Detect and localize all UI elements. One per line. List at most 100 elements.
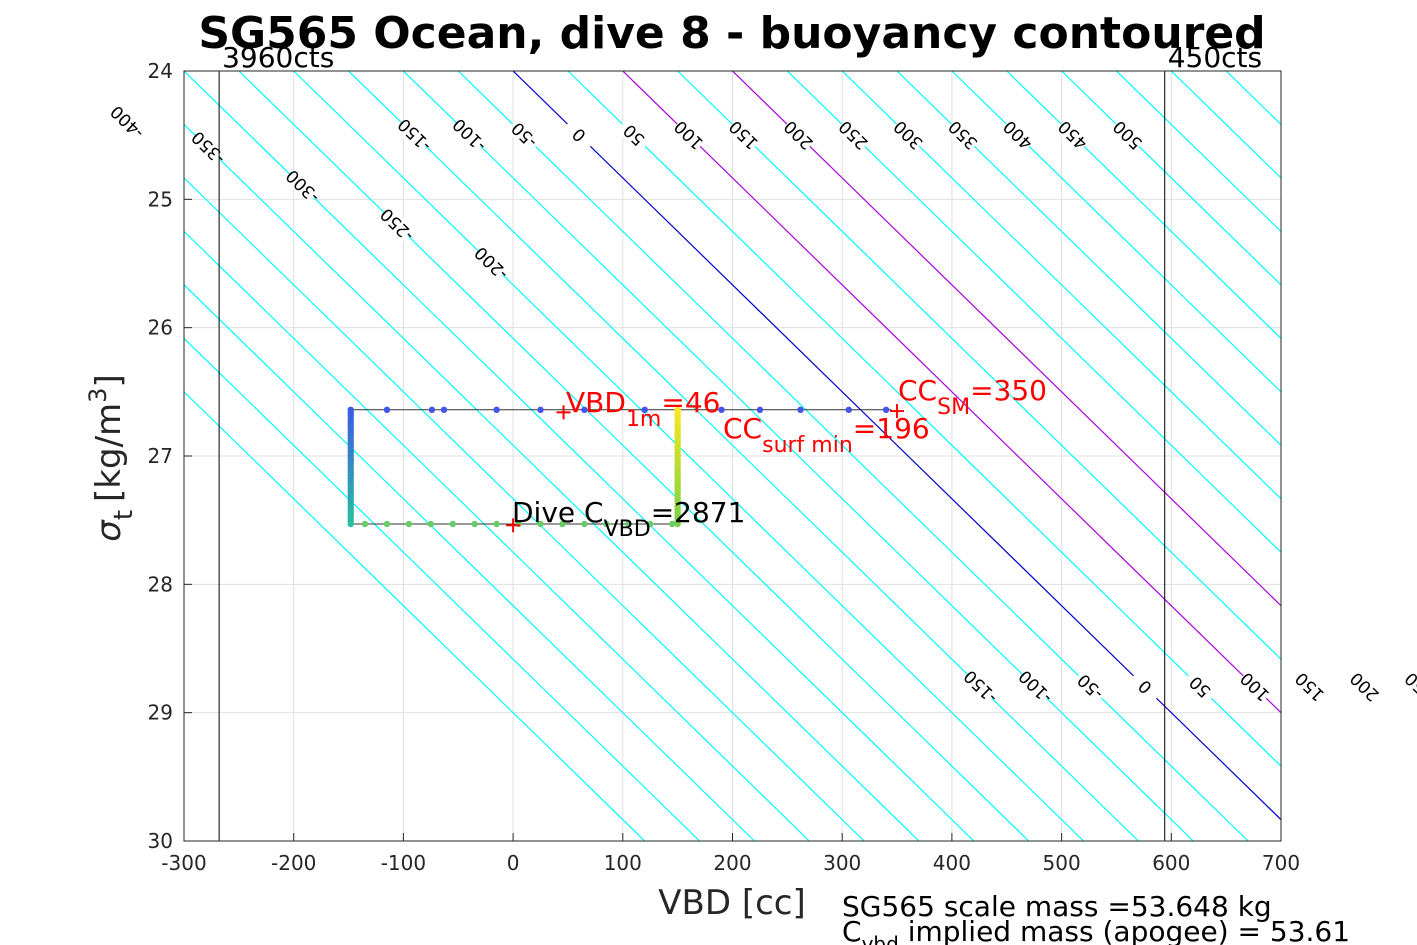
annotation-vbd1m: VBD1m=46 (566, 386, 720, 432)
implied-mass-main: C (842, 915, 862, 945)
contour-line--350 (184, 123, 920, 841)
profile-top-point (383, 406, 391, 413)
x-tick-label: 600 (1152, 851, 1190, 875)
contour-line--100 (402, 71, 1194, 841)
x-tick-label: -200 (271, 851, 316, 875)
contour-label-bg (670, 117, 707, 153)
annotation-vbd1m-sub: 1m (626, 407, 661, 432)
contour-label-bg (1054, 117, 1091, 153)
contour-label-bg (1109, 117, 1146, 153)
profile-top-point (537, 406, 544, 413)
contour-line-100 (622, 71, 1281, 714)
profile-bottom-point (559, 520, 566, 528)
y-tick-label: 26 (148, 316, 173, 340)
profile-top-point (756, 406, 764, 413)
contour-line-450 (1006, 71, 1281, 340)
profile-bottom-point (427, 520, 435, 528)
implied-mass-rest: implied mass (apogee) = 53.61 (899, 915, 1350, 945)
y-axis-label-sup: 3 (84, 388, 112, 403)
y-tick-label: 25 (148, 187, 173, 211)
x-tick-label: 0 (507, 851, 520, 875)
y-axis-label-sigma: σ (89, 519, 129, 542)
contour-line--400 (184, 177, 865, 841)
profile-bottom-point (449, 520, 456, 528)
limit-label-1: 450cts (1168, 41, 1262, 74)
profile-top-point (493, 406, 500, 413)
annotation-ccsm-main: CC (898, 374, 937, 407)
contour-label-bg (780, 117, 817, 153)
y-axis-label-close: ] (89, 374, 129, 387)
contour-label-bg (379, 207, 415, 243)
contour-label-bg (962, 669, 999, 705)
y-tick-label: 27 (148, 444, 173, 468)
dive-profile (347, 406, 892, 528)
contour-line--250 (238, 71, 1030, 841)
profile-top-point (797, 406, 804, 413)
annotation-ccsm-value: =350 (970, 374, 1047, 407)
profile-bottom-point (471, 520, 478, 528)
y-tick-label: 28 (148, 572, 173, 596)
profile-bottom-point (603, 520, 610, 528)
contour-label-bg (473, 245, 509, 282)
contour-line--150 (348, 71, 1139, 841)
profile-top-point (581, 406, 588, 413)
profile-top-point (718, 406, 725, 413)
contour-label-bg (1291, 669, 1328, 705)
x-tick-label: -100 (381, 851, 426, 875)
profile-top-point (641, 406, 648, 413)
contour-line-500 (1061, 71, 1281, 286)
contour-label-bg (451, 117, 487, 153)
x-tick-label: -300 (161, 851, 206, 875)
y-tick-label: 24 (148, 59, 173, 83)
annotation-ccsurf: CCsurf min=196 (723, 412, 930, 458)
annotation-vbd1m-main: VBD (566, 386, 626, 419)
contour-label-bg (1182, 669, 1218, 705)
y-axis-label: σt [kg/m3] (84, 374, 139, 541)
contour-line-0 (512, 71, 1281, 821)
annotation-divec-value: =2871 (651, 496, 746, 529)
x-tick-label: 100 (604, 851, 642, 875)
contour-label-bg (284, 168, 321, 205)
limit-label-0: 3960cts (222, 41, 334, 74)
scale-mass-text: SG565 scale mass =53.648 kg (842, 890, 1272, 923)
y-tick-label: 30 (148, 829, 173, 853)
profile-top-point (440, 406, 448, 413)
contour-line--50 (457, 71, 1249, 841)
contour-label-bg (725, 117, 762, 153)
profile-bottom-point (361, 520, 369, 528)
contour-label-bg (945, 117, 981, 153)
y-axis-ticks: 24 25 26 27 28 29 30 (148, 59, 192, 853)
profile-top-point (428, 406, 436, 413)
contour-line-200 (732, 71, 1281, 607)
implied-mass-text: Cvbd implied mass (apogee) = 53.61 (842, 915, 1350, 945)
profile-bottom-point (405, 520, 413, 528)
profile-bottom-point (668, 520, 676, 528)
annotation-divec-sub: VBD (604, 517, 651, 542)
contour-label-bg (1072, 669, 1108, 705)
profile-bottom-point (383, 520, 391, 528)
x-axis-label: VBD [cc] (658, 883, 806, 923)
contour-line-550 (1116, 71, 1281, 233)
contour-label-lower: 200 (1346, 668, 1383, 705)
contour-label-bg (1236, 669, 1273, 705)
contour-label-bg (616, 117, 652, 153)
contour-label-bg (396, 117, 433, 153)
annotation-vbd1m-value: =46 (661, 386, 720, 419)
vbd-limit-lines: 3960cts 450cts (218, 41, 1262, 841)
profile-bottom-point (537, 520, 544, 528)
annotation-ccsurf-main: CC (723, 412, 762, 445)
x-tick-label: 500 (1043, 851, 1081, 875)
contour-label-bg (561, 117, 597, 153)
contour-label-bg (109, 104, 145, 140)
profile-point (347, 520, 354, 528)
buoyancy-contours (184, 71, 1281, 841)
contour-label-lower: 150 (1292, 668, 1329, 705)
contour-label-bg (190, 130, 226, 166)
contour-line--500 (184, 284, 755, 841)
profile-bottom-point (581, 520, 588, 528)
x-tick-label: 400 (933, 851, 971, 875)
y-tick-label: 29 (148, 701, 173, 725)
contour-label-bg (999, 117, 1036, 153)
contour-label-bg (1017, 669, 1054, 705)
